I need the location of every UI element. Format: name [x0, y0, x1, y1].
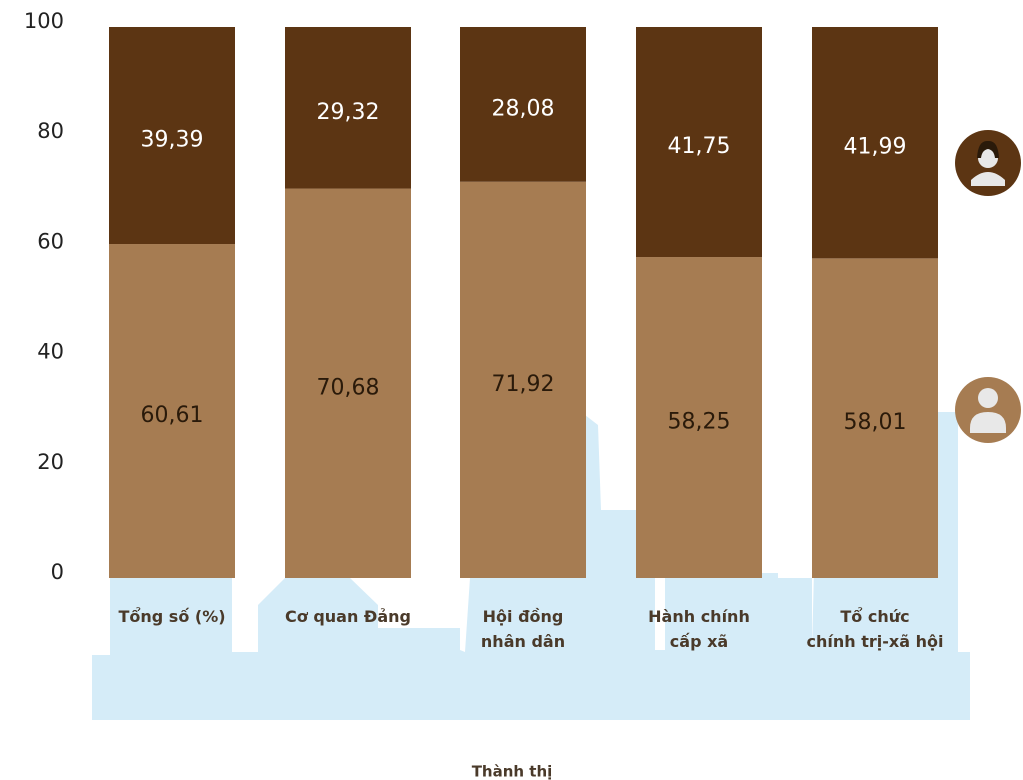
x-axis-label: Thành thị	[472, 763, 553, 780]
x-tick-label: Tổ chức chính trị-xã hội	[806, 607, 944, 651]
value-label: 58,25	[668, 410, 731, 435]
value-label: 39,39	[141, 128, 204, 153]
x-tick-label: Hành chính cấp xã	[648, 607, 750, 651]
bar-segment	[636, 257, 762, 578]
value-label: 70,68	[317, 375, 380, 400]
value-label: 60,61	[141, 403, 204, 428]
value-label: 29,32	[317, 100, 380, 125]
background-shape	[92, 412, 970, 720]
y-tick-label: 40	[37, 340, 64, 364]
value-label: 41,75	[668, 134, 731, 159]
bar-segment	[812, 258, 938, 578]
bar-segment	[109, 244, 235, 579]
bar-segment	[285, 27, 411, 189]
bar-segment	[285, 188, 411, 578]
y-tick-label: 20	[37, 450, 64, 474]
x-tick-label: Cơ quan Đảng	[285, 607, 411, 626]
value-label: 71,92	[492, 372, 555, 397]
y-tick-label: 80	[37, 119, 64, 143]
bar-segment	[109, 27, 235, 245]
y-tick-label: 100	[24, 9, 64, 33]
bar-segment	[812, 27, 938, 259]
value-label: 41,99	[844, 135, 907, 160]
value-label: 58,01	[844, 410, 907, 435]
legend-icon-female	[955, 130, 1021, 196]
value-label: 28,08	[492, 96, 555, 121]
y-tick-label: 60	[37, 229, 64, 253]
bar-segment	[636, 27, 762, 258]
legend-icon-male	[955, 377, 1021, 443]
bar-segment	[460, 181, 586, 578]
x-tick-label: Tổng số (%)	[118, 607, 226, 626]
x-tick-label: Hội đồng nhân dân	[480, 607, 566, 651]
bar-segment	[460, 27, 586, 182]
y-tick-label: 0	[51, 560, 64, 584]
